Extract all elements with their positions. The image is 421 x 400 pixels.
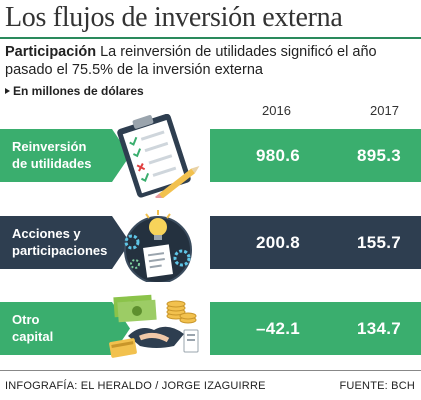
row-label-line2: participaciones — [12, 243, 108, 258]
cell-value-2017: 895.3 — [356, 146, 402, 165]
row-label-band: Otro capital — [0, 302, 130, 355]
subtitle: Participación La reinversión de utilidad… — [5, 43, 417, 79]
title-divider — [0, 37, 421, 39]
table-row: Acciones y participaciones 200.8 155.7 — [0, 216, 421, 269]
table-row: Reinversión de utilidades 980.6 895.3 — [0, 129, 421, 182]
money-handshake-icon — [100, 292, 210, 367]
lightbulb-gears-document-icon — [108, 208, 208, 287]
row-label-line1: Otro — [12, 312, 40, 327]
page-title: Los flujos de inversión externa — [5, 2, 343, 33]
row-label: Acciones y participaciones — [12, 225, 124, 259]
column-header-2017: 2017 — [370, 103, 399, 118]
subtitle-lead: Participación — [5, 44, 97, 60]
row-label: Reinversión de utilidades — [12, 138, 124, 172]
row-label: Otro capital — [12, 311, 124, 345]
table-row: Otro capital –42.1 134.7 — [0, 302, 421, 355]
row-value-band — [210, 129, 421, 182]
credit-text: INFOGRAFÍA: EL HERALDO / JORGE IZAGUIRRE — [5, 380, 266, 392]
row-value-band — [210, 216, 421, 269]
unit-label: En millones de dólares — [5, 84, 144, 98]
row-label-line1: Acciones y — [12, 226, 81, 241]
source-text: FUENTE: BCH — [339, 380, 415, 392]
cell-value-2016: –42.1 — [255, 319, 301, 338]
triangle-bullet-icon — [5, 88, 10, 94]
cell-value-2016: 980.6 — [255, 146, 301, 165]
row-label-band: Acciones y participaciones — [0, 216, 130, 269]
clipboard-checklist-icon — [98, 113, 208, 203]
column-header-2016: 2016 — [262, 103, 291, 118]
row-label-line2: de utilidades — [12, 156, 92, 171]
cell-value-2017: 155.7 — [356, 233, 402, 252]
row-label-line2: capital — [12, 329, 54, 344]
row-value-band — [210, 302, 421, 355]
unit-text: En millones de dólares — [13, 84, 144, 98]
cell-value-2016: 200.8 — [255, 233, 301, 252]
subtitle-text: La reinversión de utilidades significó e… — [5, 44, 377, 78]
row-label-band: Reinversión de utilidades — [0, 129, 130, 182]
footer-divider — [0, 370, 421, 371]
cell-value-2017: 134.7 — [356, 319, 402, 338]
row-label-line1: Reinversión — [12, 139, 87, 154]
